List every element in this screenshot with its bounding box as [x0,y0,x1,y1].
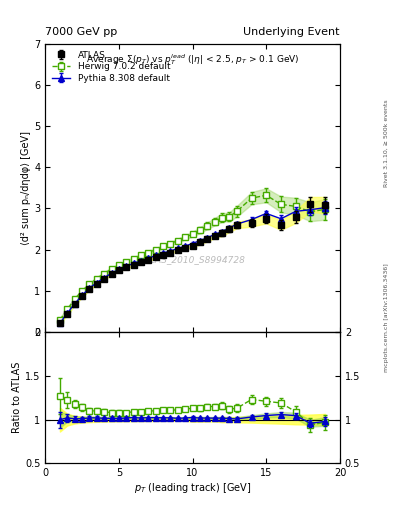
Y-axis label: ⟨d² sum pₙ/dηdφ⟩ [GeV]: ⟨d² sum pₙ/dηdφ⟩ [GeV] [21,131,31,245]
Text: Average $\Sigma(p_T)$ vs $p_T^{lead}$ ($|\eta|$ < 2.5, $p_T$ > 0.1 GeV): Average $\Sigma(p_T)$ vs $p_T^{lead}$ ($… [86,52,299,67]
Text: 7000 GeV pp: 7000 GeV pp [45,27,118,37]
Y-axis label: Ratio to ATLAS: Ratio to ATLAS [12,362,22,434]
Legend: ATLAS, Herwig 7.0.2 default, Pythia 8.308 default: ATLAS, Herwig 7.0.2 default, Pythia 8.30… [50,48,173,86]
Text: Underlying Event: Underlying Event [243,27,340,37]
Text: mcplots.cern.ch [arXiv:1306.3436]: mcplots.cern.ch [arXiv:1306.3436] [384,263,389,372]
Text: Rivet 3.1.10, ≥ 500k events: Rivet 3.1.10, ≥ 500k events [384,99,389,187]
Text: ATLAS_2010_S8994728: ATLAS_2010_S8994728 [140,255,246,265]
X-axis label: $p_T$ (leading track) [GeV]: $p_T$ (leading track) [GeV] [134,481,251,495]
